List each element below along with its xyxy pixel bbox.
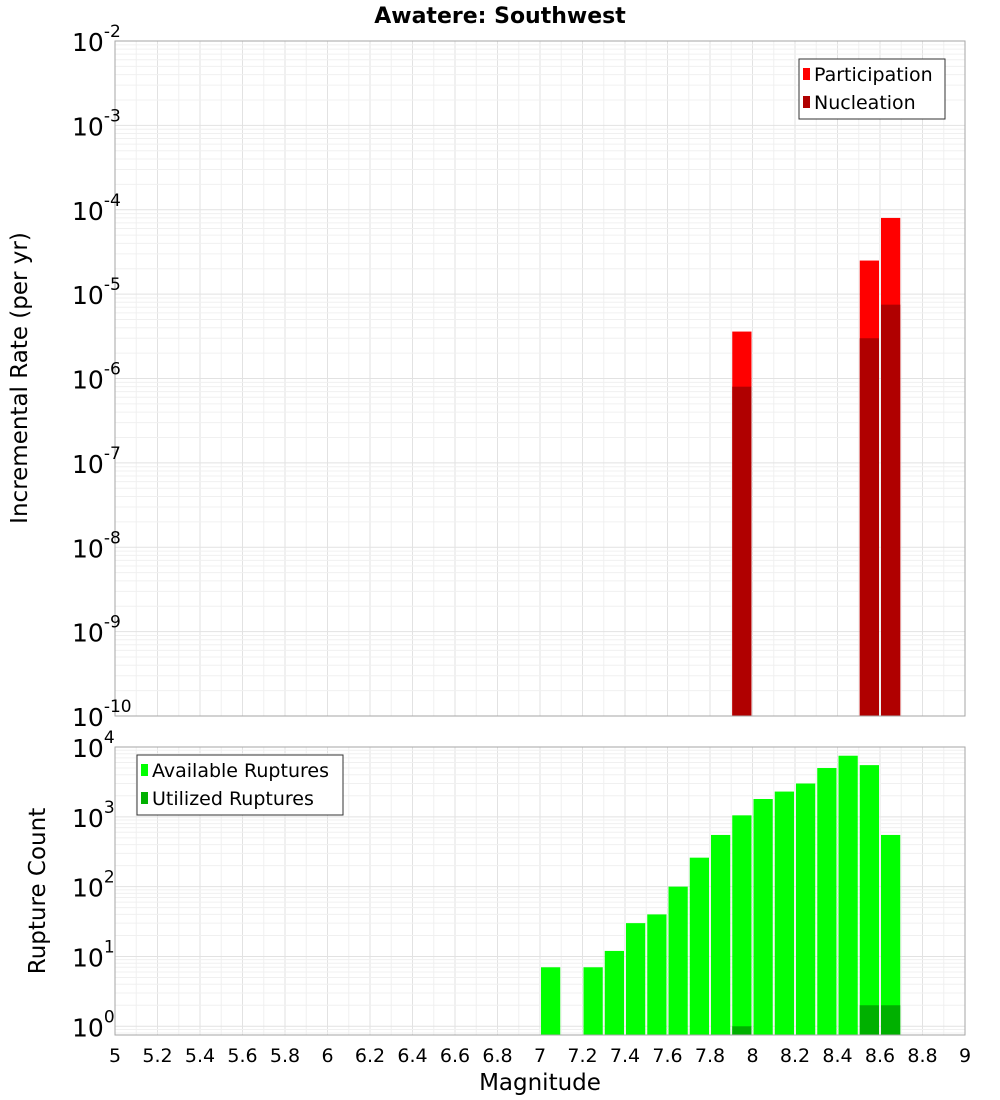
y-tick-label: 10-6 <box>72 360 121 395</box>
count-plot-y-axis-label: Rupture Count <box>25 808 51 974</box>
rate-plot-grid <box>114 40 966 717</box>
x-tick-label: 5.8 <box>270 1045 300 1067</box>
chart-title: Awatere: Southwest <box>374 4 626 29</box>
y-tick-label: 102 <box>72 868 115 903</box>
y-tick-label: 104 <box>72 728 115 763</box>
x-tick-label: 5.2 <box>142 1045 172 1067</box>
legend-swatch <box>141 764 148 776</box>
x-tick-label: 5.4 <box>185 1045 215 1067</box>
bar-available-ruptures <box>668 886 688 1035</box>
bar-available-ruptures <box>647 914 667 1035</box>
count-plot-frame <box>114 746 966 1036</box>
x-tick-label: 6.6 <box>440 1045 470 1067</box>
x-axis-label: Magnitude <box>479 1070 601 1096</box>
x-tick-label: 7.8 <box>695 1045 725 1067</box>
legend-entry: Nucleation <box>814 92 916 114</box>
rate-plot: 10-10 10-9 10-8 10-7 10-6 10-5 10-4 10-3 10-2 In… <box>7 22 966 732</box>
x-tick-label: 7.2 <box>567 1045 597 1067</box>
bar-available-ruptures <box>604 950 624 1035</box>
y-tick-label: 10-2 <box>72 22 121 57</box>
bar-available-ruptures <box>711 834 731 1035</box>
bar-available-ruptures <box>817 768 837 1035</box>
y-tick-label: 10-8 <box>72 528 121 563</box>
legend-swatch <box>803 68 810 80</box>
bar-available-ruptures <box>774 791 794 1035</box>
bar-utilized-ruptures <box>732 1026 752 1035</box>
x-tick-label: 8.2 <box>780 1045 810 1067</box>
x-tick-label: 6.8 <box>482 1045 512 1067</box>
rate-plot-frame <box>114 40 966 717</box>
y-tick-label: 100 <box>72 1007 115 1042</box>
y-tick-label: 103 <box>72 798 115 833</box>
bar-nucleation <box>881 304 901 716</box>
bar-available-ruptures <box>541 967 561 1035</box>
x-tick-label: 5 <box>109 1045 121 1067</box>
x-tick-label: 8 <box>746 1045 758 1067</box>
bar-available-ruptures <box>626 923 646 1035</box>
x-tick-label: 8.8 <box>907 1045 937 1067</box>
count-plot: 100 101 102 103 104 5 5.2 5.4 5.6 5.8 6 6.2 6.4 6.6 6… <box>25 728 971 1096</box>
x-tick-label: 8.6 <box>865 1045 895 1067</box>
legend-entry: Participation <box>814 64 933 86</box>
y-tick-label: 10-10 <box>72 697 132 732</box>
y-tick-label: 10-4 <box>72 191 121 226</box>
bar-available-ruptures <box>859 765 879 1035</box>
legend-entry: Utilized Ruptures <box>152 788 314 810</box>
bar-available-ruptures <box>689 857 709 1035</box>
bar-available-ruptures <box>583 967 603 1035</box>
legend-entry: Available Ruptures <box>152 760 329 782</box>
x-tick-label: 6 <box>321 1045 333 1067</box>
count-plot-legend: Available Ruptures Utilized Ruptures <box>136 754 344 816</box>
legend-box <box>798 58 946 120</box>
bar-nucleation <box>732 386 752 716</box>
y-tick-label: 10-3 <box>72 106 121 141</box>
x-tick-label: 6.4 <box>397 1045 427 1067</box>
bar-available-ruptures <box>796 783 816 1035</box>
bar-utilized-ruptures <box>881 1005 901 1035</box>
rate-plot-legend: Participation Nucleation <box>798 58 946 120</box>
bar-utilized-ruptures <box>859 1005 879 1035</box>
x-tick-label: 8.4 <box>822 1045 852 1067</box>
x-tick-label: 7 <box>534 1045 546 1067</box>
count-plot-y-ticks: 100 101 102 103 104 <box>72 728 115 1042</box>
x-tick-label: 6.2 <box>355 1045 385 1067</box>
y-tick-label: 10-7 <box>72 444 121 479</box>
legend-swatch <box>803 96 810 108</box>
x-axis-ticks: 5 5.2 5.4 5.6 5.8 6 6.2 6.4 6.6 6.8 7 7.2 7.4 7.6 7.8 8… <box>109 1045 971 1067</box>
bar-available-ruptures <box>838 755 858 1035</box>
y-tick-label: 10-5 <box>72 275 121 310</box>
x-tick-label: 5.6 <box>227 1045 257 1067</box>
x-tick-label: 7.4 <box>610 1045 640 1067</box>
bar-available-ruptures <box>753 798 773 1035</box>
legend-box <box>136 754 344 816</box>
y-tick-label: 10-9 <box>72 613 121 648</box>
x-tick-label: 9 <box>959 1045 971 1067</box>
count-plot-bars <box>541 755 901 1035</box>
bar-nucleation <box>859 338 879 716</box>
bar-available-ruptures <box>881 834 901 1035</box>
y-tick-label: 101 <box>72 937 115 972</box>
rate-plot-y-ticks: 10-10 10-9 10-8 10-7 10-6 10-5 10-4 10-3 10-2 <box>72 22 132 732</box>
rate-plot-y-axis-label: Incremental Rate (per yr) <box>7 232 33 524</box>
bar-available-ruptures <box>732 815 752 1035</box>
legend-swatch <box>141 792 148 804</box>
rate-plot-bars <box>732 217 901 716</box>
x-tick-label: 7.6 <box>652 1045 682 1067</box>
